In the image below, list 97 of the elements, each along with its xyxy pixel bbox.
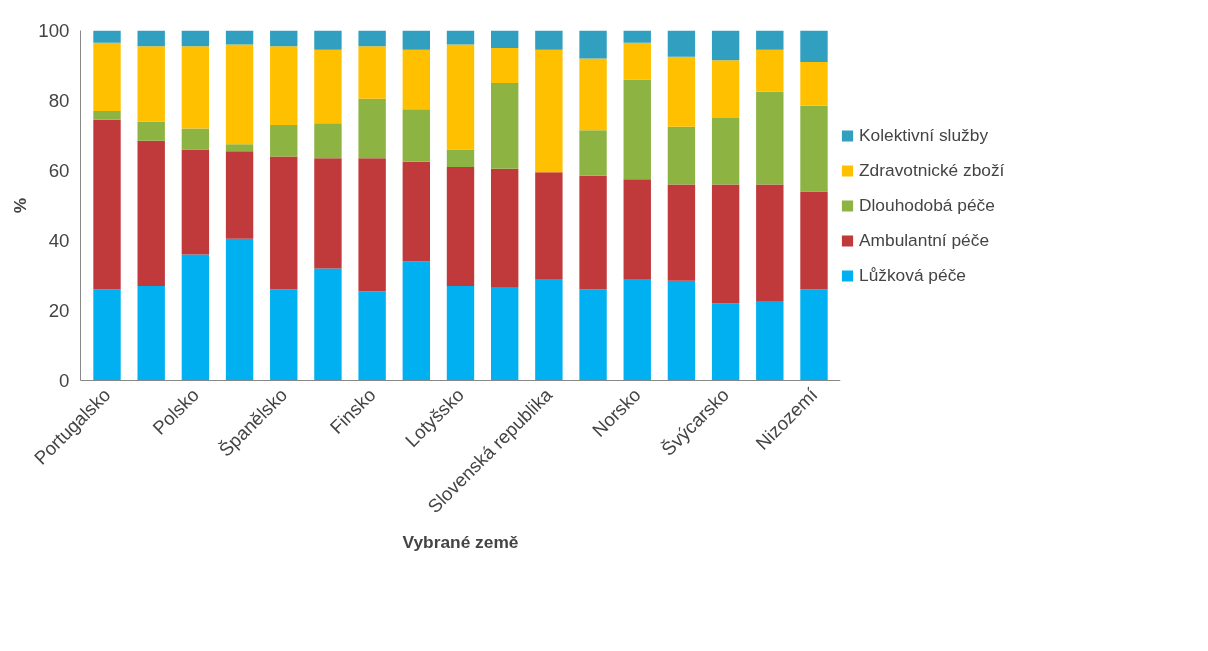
y-tick-label: 0 xyxy=(59,370,70,391)
bar xyxy=(225,151,254,239)
y-axis-title: % xyxy=(10,197,31,214)
bar xyxy=(402,109,431,162)
bar xyxy=(270,289,298,381)
y-tick-label: 40 xyxy=(48,230,70,251)
bar xyxy=(93,42,121,111)
bar xyxy=(535,172,563,279)
bar xyxy=(623,179,651,279)
legend-label: Zdravotnické zboží xyxy=(859,159,1005,181)
bar xyxy=(402,261,431,381)
bar xyxy=(623,42,651,80)
bar xyxy=(711,184,740,304)
bar xyxy=(579,58,607,131)
bar xyxy=(490,83,519,169)
bar xyxy=(623,279,651,381)
bar xyxy=(711,60,740,118)
bar xyxy=(446,44,475,150)
bar xyxy=(579,175,607,290)
bar xyxy=(535,279,563,381)
bar xyxy=(535,49,563,173)
bar xyxy=(358,291,386,381)
bar xyxy=(314,158,342,269)
bar xyxy=(402,30,431,50)
bar xyxy=(667,30,696,57)
bar xyxy=(446,167,475,286)
bar xyxy=(667,126,696,185)
bar xyxy=(225,144,254,152)
bar xyxy=(402,161,431,262)
bar xyxy=(490,48,519,83)
bar xyxy=(756,301,784,381)
bar xyxy=(756,30,784,50)
bar xyxy=(490,168,519,288)
legend-label: Ambulantní péče xyxy=(859,229,990,251)
bar xyxy=(270,46,298,125)
bar xyxy=(800,62,828,106)
bar xyxy=(225,44,254,145)
y-tick-label: 100 xyxy=(38,20,70,41)
bar xyxy=(711,30,740,61)
bar xyxy=(137,46,165,122)
bar xyxy=(667,280,696,381)
bar xyxy=(756,49,784,92)
bar xyxy=(358,30,386,47)
y-tick-label: 80 xyxy=(48,90,70,111)
bar xyxy=(225,30,254,45)
bar xyxy=(181,149,210,255)
bar xyxy=(490,287,519,381)
bar xyxy=(446,286,475,381)
bar xyxy=(314,30,342,50)
bar xyxy=(623,79,651,180)
bar xyxy=(137,121,165,141)
bar xyxy=(181,30,210,47)
bar xyxy=(181,254,210,381)
legend-label: Dlouhodobá péče xyxy=(859,194,995,216)
bar xyxy=(800,191,828,290)
bar xyxy=(800,289,828,381)
bar xyxy=(535,30,563,50)
bar xyxy=(623,30,651,43)
bar xyxy=(137,30,165,47)
bar xyxy=(314,49,342,124)
bar xyxy=(181,46,210,129)
bar xyxy=(358,98,386,159)
bar xyxy=(358,158,386,292)
bar xyxy=(711,118,740,185)
bar xyxy=(800,105,828,192)
bar xyxy=(225,238,254,381)
bar xyxy=(181,128,210,150)
bar xyxy=(446,149,475,167)
bar xyxy=(756,91,784,185)
bar xyxy=(270,30,298,47)
bar xyxy=(579,30,607,59)
bar xyxy=(137,286,165,381)
y-tick-label: 20 xyxy=(48,300,70,321)
bar xyxy=(402,49,431,110)
y-tick-label: 60 xyxy=(48,160,70,181)
bar xyxy=(358,46,386,99)
bar xyxy=(800,30,828,62)
bar xyxy=(711,303,740,381)
bar xyxy=(756,184,784,302)
bar xyxy=(314,123,342,159)
bar xyxy=(579,130,607,176)
legend-label: Lůžková péče xyxy=(859,264,966,286)
bar xyxy=(667,56,696,127)
bar xyxy=(93,111,121,120)
x-axis-title: Vybrané země xyxy=(402,532,519,553)
bar xyxy=(93,289,121,381)
bar xyxy=(579,289,607,381)
bar xyxy=(93,30,121,43)
bar xyxy=(446,30,475,45)
bar xyxy=(667,184,696,281)
bar xyxy=(93,119,121,290)
bar xyxy=(314,268,342,381)
bar xyxy=(137,140,165,286)
legend-label: Kolektivní služby xyxy=(859,124,989,146)
bar xyxy=(490,30,519,48)
bar xyxy=(270,156,298,290)
bar xyxy=(270,125,298,157)
